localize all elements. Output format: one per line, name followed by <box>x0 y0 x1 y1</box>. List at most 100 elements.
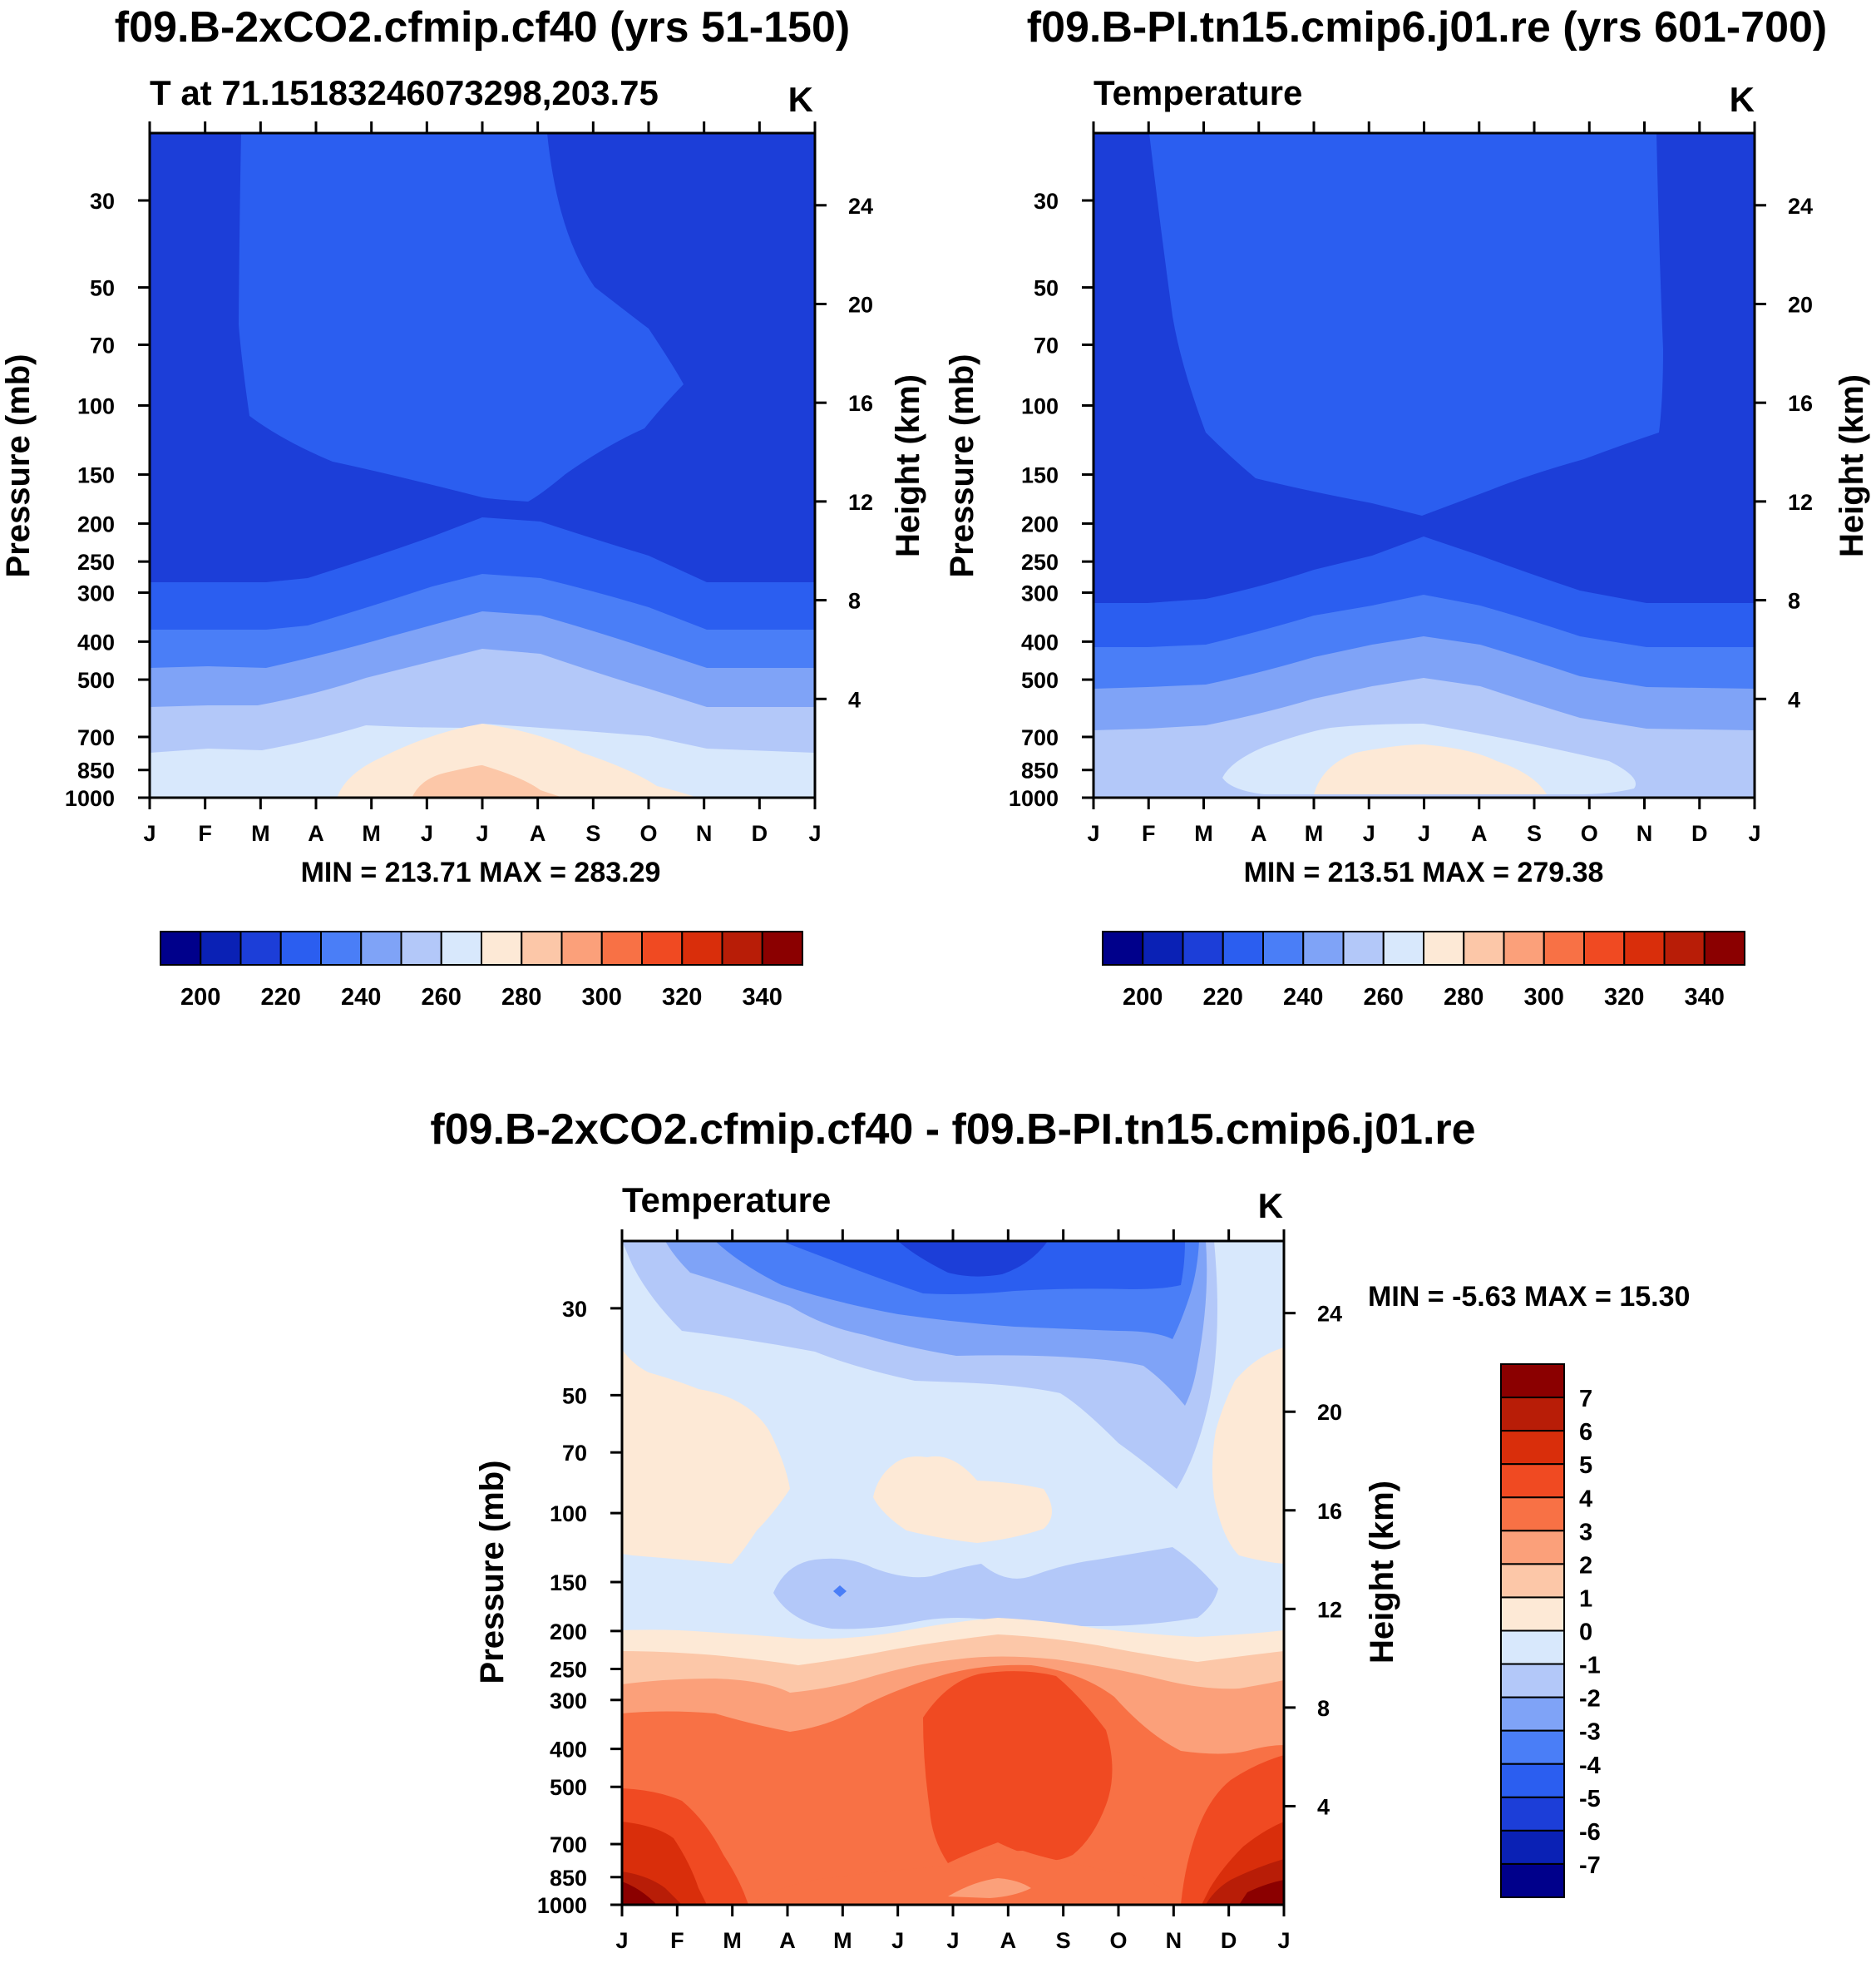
colorbar-label: 240 <box>341 984 381 1011</box>
pressure-tick-label: 1000 <box>65 786 115 811</box>
fill-band-7plus-right <box>1239 1880 1284 1905</box>
month-tick-label: A <box>1471 821 1488 846</box>
fill-band-3-4-lowdip <box>948 1878 1031 1898</box>
colorbar-swatch <box>1503 931 1545 966</box>
colorbar-swatch <box>1500 1397 1565 1432</box>
month-tick-label: O <box>1109 1928 1127 1953</box>
month-tick-label: J <box>946 1928 959 1953</box>
colorbar-label: 0 <box>1579 1619 1592 1646</box>
colorbar-label: 5 <box>1579 1452 1592 1479</box>
colorbar-swatch <box>721 931 763 966</box>
month-tick-label: J <box>476 821 488 846</box>
fill-band-220 <box>239 133 684 502</box>
panel-c-units: K <box>1258 1186 1283 1225</box>
colorbar-label: 300 <box>582 984 622 1011</box>
colorbar-swatch <box>1663 931 1706 966</box>
colorbar-swatch <box>1500 1729 1565 1765</box>
height-tick-label: 24 <box>1317 1302 1342 1327</box>
colorbar-swatch <box>1262 931 1305 966</box>
colorbar-label: -7 <box>1579 1852 1601 1879</box>
fill-band-neg6-neg5-top <box>898 1241 1048 1277</box>
panel-b-ylabel-right: Height (km) <box>1834 374 1870 557</box>
month-tick-label: J <box>1748 821 1760 846</box>
colorbar-label: 220 <box>261 984 301 1011</box>
fill-band-0-1-center <box>873 1456 1052 1543</box>
colorbar-swatch <box>360 931 402 966</box>
month-tick-label: J <box>891 1928 904 1953</box>
colorbar-swatch <box>1500 1463 1565 1499</box>
panel-b-colorbar: 200 220 240 260 280 300 320 340 <box>1102 931 1745 1011</box>
colorbar-swatch <box>521 931 563 966</box>
panel-a-title: f09.B-2xCO2.cfmip.cf40 (yrs 51-150) <box>115 3 850 52</box>
pressure-tick-label: 100 <box>550 1501 587 1526</box>
colorbar-label: -3 <box>1579 1719 1601 1746</box>
panel-b-ticks: J F M A M J J A S O N D J 30 50 70 100 150 200 250 300 400 500… <box>1009 121 1813 846</box>
pressure-tick-label: 400 <box>1021 630 1059 655</box>
pressure-tick-label: 850 <box>550 1866 587 1891</box>
pressure-tick-label: 50 <box>562 1383 587 1408</box>
pressure-tick-label: 30 <box>1034 189 1059 214</box>
pressure-tick-label: 700 <box>1021 725 1059 750</box>
colorbar-label: 240 <box>1283 984 1323 1011</box>
month-tick-label: M <box>723 1928 742 1953</box>
panel-c-title: f09.B-2xCO2.cfmip.cf40 - f09.B-PI.tn15.c… <box>430 1105 1475 1154</box>
colorbar-label: 280 <box>1444 984 1484 1011</box>
fill-band-0-1-right <box>1212 1347 1284 1564</box>
colorbar-swatch <box>1302 931 1345 966</box>
colorbar-swatch <box>1500 1696 1565 1732</box>
pressure-tick-label: 30 <box>562 1297 587 1322</box>
fill-band-220 <box>1149 133 1663 516</box>
panel-c: f09.B-2xCO2.cfmip.cf40 - f09.B-PI.tn15.c… <box>430 1105 1690 1953</box>
pressure-tick-label: 300 <box>1021 581 1059 606</box>
colorbar-label: 260 <box>422 984 462 1011</box>
height-tick-label: 12 <box>1788 490 1813 515</box>
panel-c-ticks: J F M A M J J A S O N D J 30 50 70 100 150 200 250 300 400 500… <box>537 1229 1342 1953</box>
colorbar-swatch <box>1182 931 1224 966</box>
month-tick-label: S <box>585 821 600 846</box>
month-tick-label: J <box>1418 821 1430 846</box>
pressure-tick-label: 50 <box>90 276 115 301</box>
pressure-tick-label: 70 <box>90 333 115 358</box>
panel-a-ylabel-left: Pressure (mb) <box>0 354 37 578</box>
panel-c-ylabel-right: Height (km) <box>1364 1481 1400 1664</box>
month-tick-label: M <box>251 821 270 846</box>
colorbar-swatch <box>320 931 363 966</box>
panel-b-units: K <box>1730 80 1755 119</box>
colorbar-label: -1 <box>1579 1653 1601 1679</box>
pressure-tick-label: 250 <box>550 1657 587 1682</box>
colorbar-swatch <box>1500 1596 1565 1632</box>
panel-c-ylabel-left: Pressure (mb) <box>474 1461 511 1684</box>
colorbar-swatch <box>1500 1829 1565 1865</box>
fill-band-3-4-bottom <box>748 1851 1181 1905</box>
colorbar-label: 340 <box>1685 984 1725 1011</box>
pressure-tick-label: 500 <box>77 668 115 693</box>
month-tick-label: A <box>308 821 324 846</box>
pressure-tick-label: 400 <box>77 630 115 655</box>
height-tick-label: 4 <box>848 687 861 712</box>
panel-c-contours <box>622 1241 1284 1905</box>
colorbar-swatch <box>1342 931 1385 966</box>
pressure-tick-label: 150 <box>77 463 115 488</box>
colorbar-swatch <box>1500 1796 1565 1832</box>
height-tick-label: 20 <box>1788 292 1813 317</box>
colorbar-label: 4 <box>1579 1486 1592 1512</box>
panel-b-subtitle: Temperature <box>1094 73 1302 112</box>
month-tick-label: D <box>1221 1928 1237 1953</box>
colorbar-swatch <box>1500 1862 1565 1898</box>
fill-band-neg2-neg1-mid <box>773 1547 1218 1629</box>
colorbar-swatch <box>1142 931 1184 966</box>
panel-b-minmax: MIN = 213.51 MAX = 279.38 <box>1244 857 1604 888</box>
colorbar-swatch <box>1543 931 1585 966</box>
pressure-tick-label: 70 <box>1034 333 1059 358</box>
height-tick-label: 16 <box>1317 1499 1342 1524</box>
height-tick-label: 20 <box>848 292 873 317</box>
colorbar-swatch <box>481 931 523 966</box>
fill-band-4-5-center <box>923 1671 1113 1863</box>
height-tick-label: 4 <box>1317 1794 1330 1819</box>
panel-a-ticks: J F M A M J J A S O N D J 30 50 70 100 150 200 250 300 400 500… <box>65 121 873 846</box>
month-tick-label: J <box>143 821 156 846</box>
panel-a: f09.B-2xCO2.cfmip.cf40 (yrs 51-150) T at… <box>0 3 926 1011</box>
panel-c-colorbar: 7 6 5 4 3 2 1 0 -1 -2 -3 -4 -5 -6 -7 <box>1500 1363 1601 1898</box>
panel-a-minmax: MIN = 213.71 MAX = 283.29 <box>301 857 661 888</box>
height-tick-label: 24 <box>1788 194 1813 219</box>
